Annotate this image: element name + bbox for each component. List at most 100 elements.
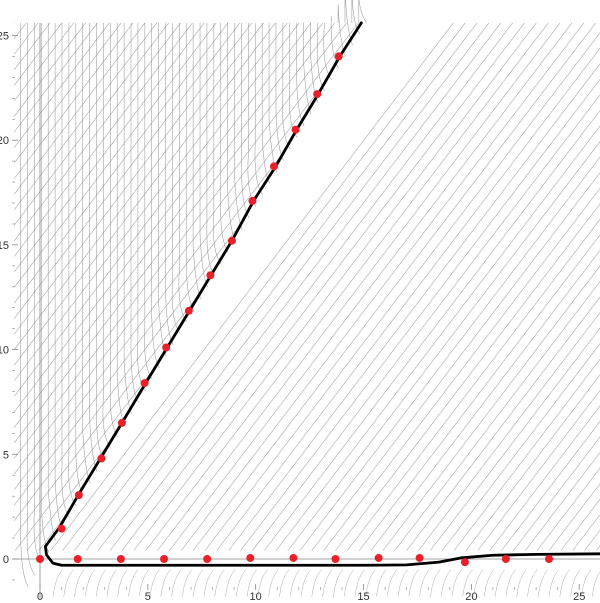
streamline xyxy=(123,22,132,415)
streamline xyxy=(13,22,324,428)
streamline xyxy=(344,0,353,46)
streamline xyxy=(214,569,225,597)
streamline xyxy=(50,22,454,551)
streamline xyxy=(440,569,452,597)
streamline xyxy=(13,22,74,102)
streamline xyxy=(322,569,333,597)
streamline xyxy=(246,569,257,597)
streamline xyxy=(13,83,325,490)
streamline xyxy=(300,569,311,597)
streamline xyxy=(382,265,600,551)
streamline xyxy=(13,22,98,133)
streamline xyxy=(216,47,600,551)
streamline xyxy=(109,22,513,551)
streamline xyxy=(52,569,63,597)
streamline xyxy=(311,172,600,551)
streamline xyxy=(465,374,600,551)
x-tick-label: 10 xyxy=(250,591,262,603)
streamline xyxy=(20,22,29,588)
streamline xyxy=(310,22,319,103)
data-point xyxy=(291,125,300,134)
streamline xyxy=(117,569,128,597)
streamline xyxy=(289,569,301,597)
streamline xyxy=(38,517,65,551)
points-layer xyxy=(36,52,554,567)
streamline xyxy=(106,569,117,597)
streamline xyxy=(516,569,527,597)
streamline xyxy=(97,22,501,551)
y-tick-label: 15 xyxy=(0,240,9,252)
streamline xyxy=(225,569,236,597)
streamline xyxy=(376,569,387,597)
data-point xyxy=(289,553,298,562)
streamline xyxy=(63,569,74,597)
data-point xyxy=(57,524,66,533)
streamline xyxy=(264,110,600,551)
streamline xyxy=(236,569,247,597)
streamline xyxy=(453,358,600,551)
streamline xyxy=(13,22,347,459)
streamline xyxy=(13,22,335,444)
streamline xyxy=(228,63,600,551)
streamline xyxy=(95,569,106,597)
streamline xyxy=(241,22,250,219)
streamline xyxy=(275,125,600,551)
streamline xyxy=(192,569,204,597)
streamline xyxy=(13,22,51,71)
streamline xyxy=(581,569,592,597)
data-point xyxy=(203,555,212,563)
data-point xyxy=(140,379,149,388)
streamline xyxy=(13,22,217,288)
streamline xyxy=(268,569,279,597)
streamline xyxy=(354,569,365,597)
x-tick-label: 5 xyxy=(145,591,151,603)
streamline xyxy=(13,22,181,242)
streamline xyxy=(26,22,36,576)
data-point xyxy=(460,558,469,567)
streamline xyxy=(316,22,326,92)
streamline xyxy=(343,569,355,597)
streamline xyxy=(86,22,490,551)
x-tick-label: 15 xyxy=(357,591,369,603)
streamline xyxy=(121,22,525,551)
streamline xyxy=(13,22,312,413)
streamline xyxy=(335,203,600,551)
streamline xyxy=(192,22,596,551)
streamline xyxy=(26,444,108,551)
y-tick-label: 10 xyxy=(0,345,9,357)
streamline xyxy=(337,4,346,57)
streamline xyxy=(89,22,98,472)
streamline xyxy=(387,569,398,597)
data-point xyxy=(248,196,257,205)
streamline xyxy=(591,571,600,597)
streamline xyxy=(13,22,146,195)
streamline xyxy=(13,22,110,148)
data-point xyxy=(501,555,510,563)
streamline xyxy=(128,569,139,597)
data-point xyxy=(74,491,83,500)
streamline xyxy=(430,327,600,551)
streamline xyxy=(296,22,305,127)
streamline xyxy=(477,389,600,551)
streamline xyxy=(489,405,600,551)
y-tick-label: 20 xyxy=(0,135,9,147)
streamline xyxy=(169,22,573,551)
streamline xyxy=(505,569,516,597)
y-tick-label: 0 xyxy=(3,554,9,566)
streamline xyxy=(257,569,268,597)
streamline xyxy=(13,22,157,211)
streamline xyxy=(13,155,281,506)
streamline xyxy=(13,22,264,350)
streamline xyxy=(85,569,96,597)
streamline xyxy=(501,421,600,551)
streamline xyxy=(133,22,537,551)
data-point xyxy=(162,343,171,352)
streamline xyxy=(596,545,600,551)
x-tick-label: 0 xyxy=(37,591,43,603)
streamline xyxy=(365,569,376,597)
streamline xyxy=(182,569,193,597)
data-point xyxy=(313,90,322,99)
streamline xyxy=(548,569,559,597)
streamline xyxy=(13,227,238,522)
